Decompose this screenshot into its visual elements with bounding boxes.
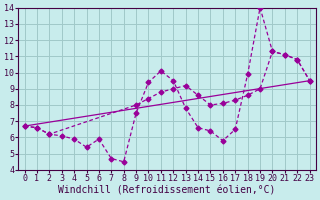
X-axis label: Windchill (Refroidissement éolien,°C): Windchill (Refroidissement éolien,°C) [58,186,276,196]
